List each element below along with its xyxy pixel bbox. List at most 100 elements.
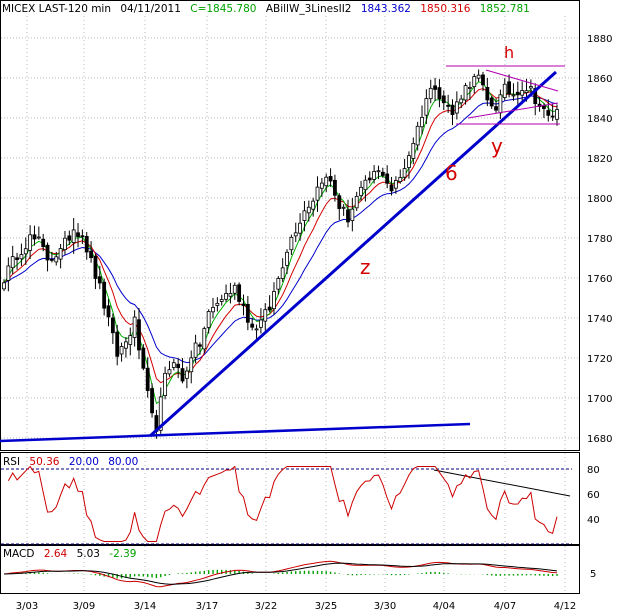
candle-up [555, 109, 559, 120]
price-tick-label: 1880 [587, 34, 612, 45]
x-tick-label: 4/04 [433, 601, 455, 612]
candle-down [367, 177, 372, 181]
svg-text:RSI 50.36 20.00: RSI 50.36 20.00 80.00 [3, 456, 138, 468]
candle-down [441, 95, 446, 104]
x-tick-label: 3/09 [73, 601, 95, 612]
x-axis: 3/03 3/09 3/14 3/17 3/22 3/25 3/30 4/04 4/07 4/12 [16, 601, 576, 612]
candle-down [150, 388, 154, 414]
candle-up [428, 87, 433, 100]
candle-up [193, 342, 198, 358]
candle-down [93, 255, 98, 279]
macd-tick-label: 5 [590, 569, 596, 580]
rsi-line [7, 465, 558, 542]
rsi-tick-label: 80 [587, 465, 600, 476]
candle-up [276, 278, 281, 290]
candle-up [272, 291, 276, 310]
annotation-y: y [491, 134, 503, 158]
candle-up [306, 206, 311, 214]
x-tick-label: 3/30 [374, 601, 396, 612]
candle-down [102, 281, 107, 309]
candle-down [84, 235, 89, 253]
candle-up [232, 284, 237, 294]
candle-up [167, 369, 172, 375]
candle-up [10, 256, 15, 269]
candle-up [415, 125, 420, 146]
header-line-value-green: 1852.781 [480, 3, 530, 15]
candle-down [245, 303, 250, 323]
candle-up [184, 370, 189, 379]
ma-red-line [3, 88, 558, 384]
candle-up [293, 232, 298, 237]
candle-down [494, 106, 498, 111]
header-symbol: MICEX LAST-120 min [2, 3, 111, 15]
candle-up [363, 179, 368, 191]
candle-down [97, 276, 102, 284]
price-tick-label: 1700 [587, 394, 612, 405]
candle-up [393, 180, 398, 189]
candlesticks [2, 69, 559, 439]
candle-up [19, 254, 24, 260]
candle-up [463, 85, 468, 101]
candle-down [489, 97, 494, 107]
candle-up [498, 94, 503, 114]
candle-up [468, 87, 472, 89]
candle-up [420, 116, 424, 128]
annotation-h: h [504, 43, 514, 62]
candle-up [476, 74, 481, 79]
candle-down [32, 234, 37, 240]
candle-up [28, 234, 33, 251]
candle-down [433, 85, 437, 90]
candle-down [481, 74, 485, 86]
candle-up [58, 248, 63, 260]
price-tick-label: 1740 [587, 314, 612, 325]
x-tick-label: 3/25 [315, 601, 337, 612]
candle-up [263, 309, 268, 322]
candle-up [311, 200, 316, 210]
candle-up [319, 182, 324, 189]
candle-down [76, 232, 80, 237]
candle-up [402, 168, 407, 178]
candle-down [241, 303, 246, 307]
rsi-high-level: 80.00 [108, 456, 138, 468]
candle-up [211, 307, 215, 313]
candle-up [502, 83, 507, 98]
candle-up [350, 208, 355, 221]
candle-down [328, 176, 333, 182]
candle-up [224, 293, 228, 300]
price-tick-label: 1780 [587, 234, 612, 245]
ma-blue-line [3, 95, 558, 364]
x-tick-label: 4/12 [554, 601, 576, 612]
x-tick-label: 4/07 [494, 601, 516, 612]
trendlines [0, 65, 565, 443]
macd-hist-value: -2.39 [109, 548, 136, 560]
triangle-upper-edge [485, 69, 559, 92]
candle-up [280, 267, 285, 279]
triangle-lower-edge [467, 102, 559, 119]
candle-down [333, 179, 337, 196]
candle-up [189, 357, 194, 373]
candle-down [49, 258, 54, 261]
candle-up [298, 222, 302, 234]
candle-up [23, 248, 28, 255]
candle-up [341, 206, 346, 209]
candle-down [115, 331, 120, 357]
macd-panel-frame [0, 545, 580, 594]
candle-down [41, 238, 46, 247]
x-tick-label: 3/22 [255, 601, 277, 612]
price-tick-label: 1760 [587, 274, 612, 285]
candle-up [528, 86, 533, 89]
candle-up [315, 186, 320, 201]
candle-down [180, 368, 185, 382]
rsi-trendline [433, 469, 571, 497]
candle-up [372, 171, 377, 180]
x-tick-label: 3/03 [16, 601, 38, 612]
price-tick-label: 1800 [587, 194, 612, 205]
candle-down [380, 171, 385, 176]
macd-value: 2.64 [44, 548, 68, 560]
price-tick-label: 1820 [587, 154, 612, 165]
price-header: MICEX LAST-120 min 04/11/2011 C=1845.780… [1, 1, 549, 15]
candle-up [511, 94, 516, 97]
rsi-label: RSI [3, 456, 20, 468]
candle-up [424, 98, 429, 116]
